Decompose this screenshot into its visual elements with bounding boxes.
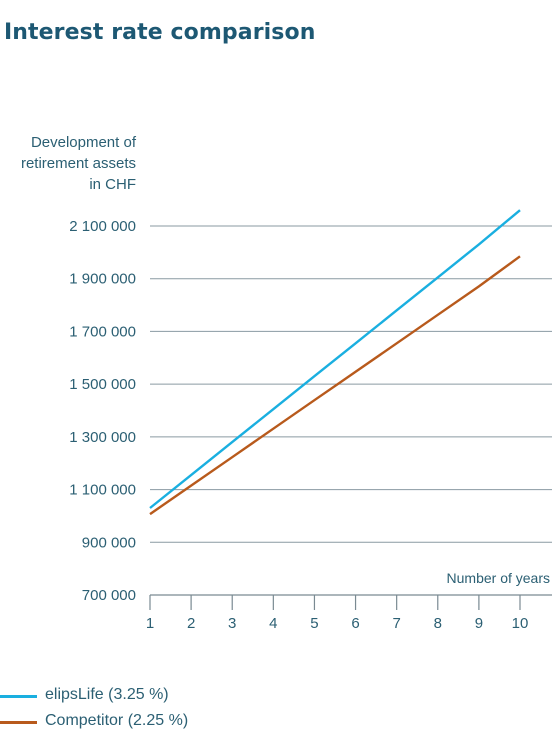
y-tick-label-7: 2 100 000: [69, 218, 136, 235]
y-tick-label-2: 1 100 000: [69, 482, 136, 499]
gridlines: [150, 225, 552, 596]
y-axis-label-line-2: retirement assets: [20, 155, 136, 172]
y-tick-label-5: 1 700 000: [69, 323, 136, 340]
x-tick-label-6: 7: [392, 615, 400, 632]
x-tick-label-5: 6: [351, 615, 359, 632]
series-line-0: [149, 209, 521, 509]
chart-title: Interest rate comparison: [4, 20, 316, 45]
series-line-1: [149, 255, 521, 516]
x-tick-label-1: 2: [187, 615, 195, 632]
x-tick-label-4: 5: [310, 615, 318, 632]
x-axis: 1 2 3 4 5 6 7 8 9 10: [146, 594, 552, 632]
x-tick-label-8: 9: [475, 615, 483, 632]
x-axis-label: Number of years: [447, 570, 550, 586]
y-axis-label-line-1: Development of: [30, 134, 136, 151]
y-tick-label-6: 1 900 000: [69, 271, 136, 288]
y-tick-label-1: 900 000: [82, 534, 136, 551]
legend-swatch-elipslife: [0, 695, 37, 698]
x-tick-label-9: 10: [512, 615, 529, 632]
y-tick-label-3: 1 300 000: [69, 429, 136, 446]
legend-item-competitor: Competitor (2.25 %): [0, 712, 300, 732]
x-tick-label-7: 8: [434, 615, 442, 632]
y-tick-label-4: 1 500 000: [69, 376, 136, 393]
legend-label-elipslife: elipsLife (3.25 %): [45, 686, 169, 703]
y-tick-labels: 700 000 900 000 1 100 000 1 300 000 1 500 00…: [69, 218, 136, 604]
y-axis-label: Development of retirement assets in CHF: [0, 132, 136, 195]
legend-item-elipslife: elipsLife (3.25 %): [0, 686, 300, 706]
x-tick-label-3: 4: [269, 615, 277, 632]
y-axis-label-line-3: in CHF: [89, 176, 136, 193]
x-tick-label-2: 3: [228, 615, 236, 632]
series-lines: [149, 209, 521, 516]
y-tick-label-0: 700 000: [82, 587, 136, 604]
legend-swatch-competitor: [0, 721, 37, 724]
legend-label-competitor: Competitor (2.25 %): [45, 712, 189, 729]
x-tick-label-0: 1: [146, 615, 154, 632]
